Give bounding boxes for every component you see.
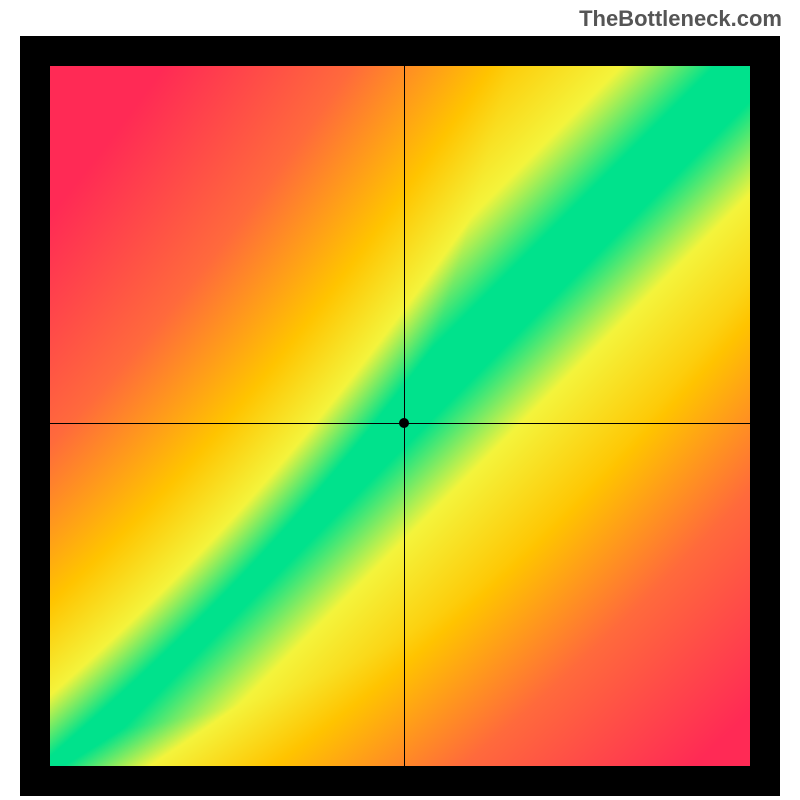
crosshair-marker	[399, 418, 409, 428]
chart-container: TheBottleneck.com	[0, 0, 800, 800]
crosshair-vertical	[404, 66, 405, 766]
heatmap-canvas	[50, 66, 750, 766]
chart-frame	[20, 36, 780, 796]
attribution-text: TheBottleneck.com	[579, 6, 782, 32]
